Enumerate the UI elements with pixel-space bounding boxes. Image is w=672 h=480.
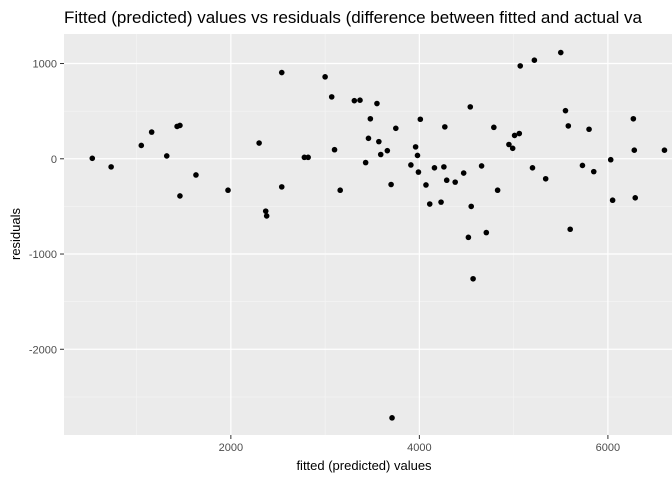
data-point	[389, 415, 395, 421]
x-tick-label: 2000	[219, 442, 243, 454]
data-point	[262, 208, 269, 214]
data-point	[322, 74, 328, 80]
data-point	[491, 124, 497, 131]
data-point	[423, 182, 429, 188]
data-point	[415, 169, 422, 175]
data-point	[108, 164, 114, 170]
data-point	[590, 168, 597, 175]
data-point	[305, 154, 311, 161]
data-point	[431, 165, 438, 171]
data-point	[661, 147, 668, 154]
data-point	[177, 122, 183, 129]
data-point	[225, 187, 231, 194]
data-point	[565, 123, 572, 129]
x-axis-label: fitted (predicted) values	[296, 458, 432, 473]
data-point	[388, 181, 394, 188]
data-point	[557, 49, 564, 56]
data-point	[408, 162, 414, 168]
data-point	[511, 132, 518, 139]
data-point	[531, 57, 538, 63]
data-point	[441, 164, 447, 170]
data-point	[460, 170, 467, 176]
data-point	[278, 69, 285, 76]
major-gridlines	[64, 34, 672, 435]
data-point	[376, 138, 382, 145]
data-point	[586, 126, 592, 133]
data-point	[465, 234, 472, 241]
y-tick-label: 0	[51, 154, 57, 166]
data-point	[631, 147, 638, 154]
data-point	[193, 172, 199, 178]
y-axis: 1000 0 -1000 -2000	[29, 59, 64, 356]
data-point	[609, 197, 616, 204]
data-point	[567, 226, 573, 233]
data-point	[357, 97, 363, 103]
data-point	[393, 125, 399, 132]
data-point	[377, 151, 384, 158]
data-points	[89, 49, 668, 421]
data-point	[89, 155, 96, 162]
data-point	[384, 147, 391, 154]
data-point	[470, 275, 476, 282]
data-point	[263, 213, 270, 219]
data-point	[516, 130, 523, 137]
data-point	[374, 100, 380, 107]
data-point	[163, 153, 170, 159]
data-point	[443, 177, 450, 184]
data-point	[542, 175, 549, 182]
data-point	[351, 97, 358, 104]
data-point	[331, 146, 338, 153]
data-point	[468, 203, 475, 210]
data-point	[438, 199, 444, 205]
data-point	[467, 104, 474, 110]
data-point	[632, 195, 639, 201]
data-point	[494, 187, 501, 194]
data-point	[148, 129, 155, 135]
data-point	[483, 229, 490, 236]
data-point	[138, 142, 145, 149]
plot-panel	[64, 34, 672, 435]
minor-gridlines	[64, 34, 672, 435]
x-tick-label: 6000	[596, 442, 620, 454]
data-point	[442, 124, 448, 130]
y-tick-label: -2000	[29, 344, 57, 356]
data-point	[365, 135, 372, 142]
data-point	[529, 165, 536, 171]
data-point	[579, 162, 586, 169]
data-point	[562, 107, 569, 114]
data-point	[278, 184, 285, 190]
data-point	[337, 187, 343, 194]
data-point	[256, 140, 262, 146]
data-point	[517, 63, 524, 69]
y-tick-label: -1000	[29, 249, 57, 261]
y-tick-label: 1000	[33, 59, 57, 71]
data-point	[426, 201, 433, 207]
x-axis: 2000 4000 6000	[219, 435, 620, 454]
data-point	[452, 179, 458, 185]
data-point	[328, 94, 335, 100]
data-point	[414, 152, 421, 159]
x-tick-label: 4000	[407, 442, 431, 454]
data-point	[417, 116, 424, 123]
data-point	[478, 163, 485, 169]
data-point	[506, 141, 512, 148]
y-axis-label: residuals	[8, 207, 23, 260]
data-point	[412, 144, 419, 150]
data-point	[607, 156, 614, 163]
data-point	[630, 115, 637, 122]
data-point	[177, 193, 183, 199]
chart-title: Fitted (predicted) values vs residuals (…	[64, 8, 643, 27]
data-point	[509, 145, 516, 152]
data-point	[367, 115, 374, 122]
data-point	[362, 159, 369, 166]
